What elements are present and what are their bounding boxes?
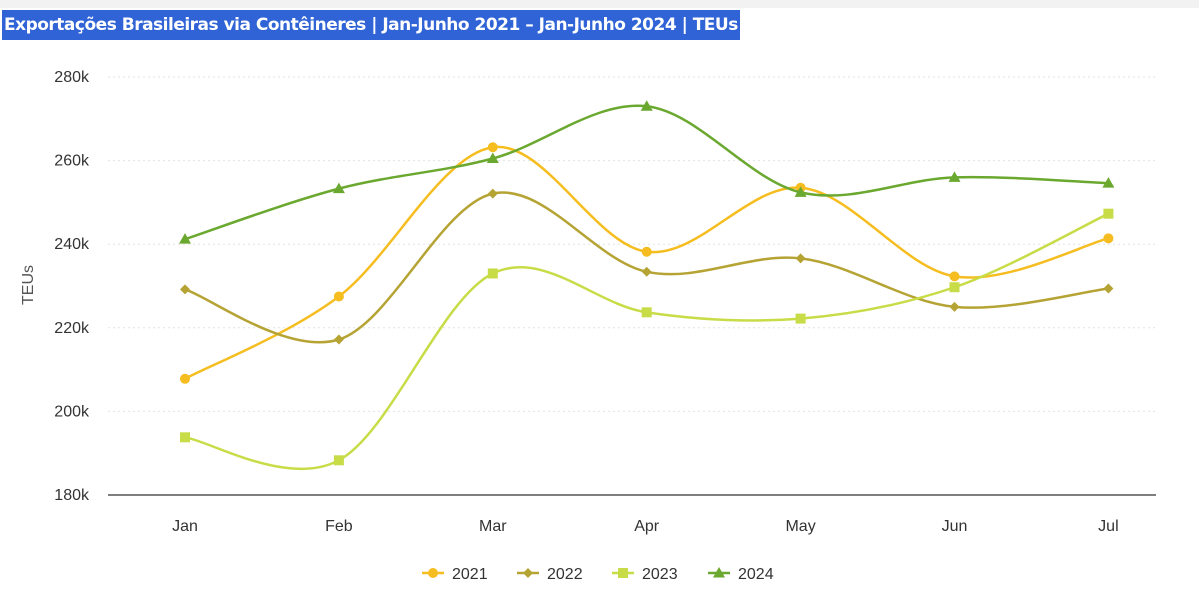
data-point-2023[interactable] xyxy=(487,268,498,279)
legend-marker xyxy=(618,568,628,578)
data-point-2022[interactable] xyxy=(180,284,190,295)
x-tick-label: May xyxy=(785,518,815,535)
data-point-2024[interactable] xyxy=(332,182,345,194)
data-point-2021[interactable] xyxy=(1103,233,1114,244)
legend-item-2023[interactable]: 2023 xyxy=(612,566,678,583)
x-tick-label: Jul xyxy=(1098,518,1118,535)
data-point-2023[interactable] xyxy=(641,307,652,318)
data-point-2022[interactable] xyxy=(641,266,652,277)
data-point-2021[interactable] xyxy=(949,271,960,282)
data-point-2021[interactable] xyxy=(180,373,190,384)
series-lines xyxy=(179,100,1115,471)
data-point-2024[interactable] xyxy=(948,171,961,182)
x-tick-label: Jan xyxy=(172,518,198,535)
y-tick-label: 180k xyxy=(54,487,90,504)
data-point-2022[interactable] xyxy=(795,253,806,264)
series-2023 xyxy=(180,208,1114,471)
legend-item-2022[interactable]: 2022 xyxy=(517,566,583,583)
data-point-2024[interactable] xyxy=(179,233,191,244)
data-point-2021[interactable] xyxy=(333,291,344,302)
data-point-2022[interactable] xyxy=(949,301,960,312)
legend: 2021 2022 2023 2024 xyxy=(422,566,774,583)
y-axis-title: TEUs xyxy=(20,265,37,305)
data-point-2021[interactable] xyxy=(641,246,652,257)
chart-title: Exportações Brasileiras via Contêineres … xyxy=(2,10,740,40)
y-tick-label: 220k xyxy=(54,320,90,337)
x-tick-label: Feb xyxy=(325,518,353,535)
x-tick-label: Mar xyxy=(479,518,507,535)
data-point-2023[interactable] xyxy=(795,313,806,324)
series-2021 xyxy=(180,142,1114,384)
data-point-2024[interactable] xyxy=(794,186,807,197)
x-tick-label: Apr xyxy=(634,518,660,535)
data-point-2023[interactable] xyxy=(180,432,190,443)
series-2024 xyxy=(179,100,1115,244)
legend-label: 2021 xyxy=(452,566,488,583)
legend-item-2024[interactable]: 2024 xyxy=(708,566,774,583)
data-point-2022[interactable] xyxy=(333,334,344,345)
grid-lines xyxy=(108,76,1156,412)
legend-marker xyxy=(428,568,438,578)
top-strip xyxy=(0,0,1199,8)
series-2022 xyxy=(180,188,1114,345)
series-line-2024[interactable] xyxy=(184,104,1109,241)
data-point-2023[interactable] xyxy=(949,282,960,293)
data-point-2023[interactable] xyxy=(1103,208,1114,219)
legend-marker xyxy=(523,568,533,578)
legend-label: 2023 xyxy=(642,566,678,583)
data-point-2021[interactable] xyxy=(487,142,498,153)
y-tick-label: 280k xyxy=(54,69,90,86)
legend-item-2021[interactable]: 2021 xyxy=(422,566,488,583)
data-point-2024[interactable] xyxy=(1102,177,1115,188)
data-point-2023[interactable] xyxy=(333,455,344,466)
data-point-2024[interactable] xyxy=(486,152,499,164)
data-point-2022[interactable] xyxy=(487,188,498,199)
legend-marker xyxy=(713,567,725,578)
y-tick-label: 200k xyxy=(54,403,90,420)
x-tick-label: Jun xyxy=(942,518,968,535)
data-point-2022[interactable] xyxy=(1103,283,1114,294)
series-line-2021[interactable] xyxy=(184,145,1109,380)
x-axis: Jan Feb Mar Apr May Jun Jul xyxy=(108,494,1156,535)
data-point-2024[interactable] xyxy=(640,100,653,111)
y-tick-label: 240k xyxy=(54,236,90,253)
legend-label: 2024 xyxy=(738,566,774,583)
y-tick-labels: 180k 200k 220k 240k 260k 280k xyxy=(54,69,90,504)
legend-label: 2022 xyxy=(547,566,583,583)
y-tick-label: 260k xyxy=(54,153,90,170)
